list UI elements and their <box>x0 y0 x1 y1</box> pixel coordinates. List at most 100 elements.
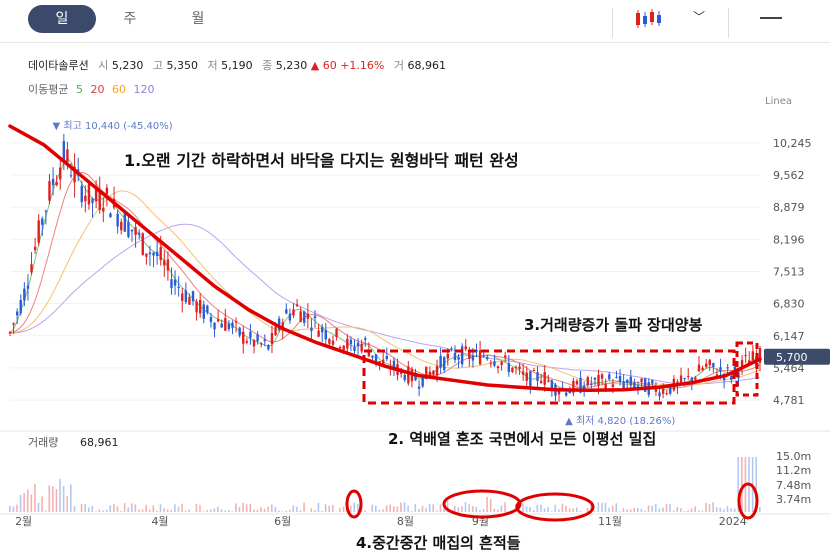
x-tick-label: 8월 <box>397 515 414 528</box>
high-marker: ▼ 최고 10,440 (-45.40%) <box>53 120 173 132</box>
menu-icon[interactable] <box>760 17 782 19</box>
candle <box>550 380 554 391</box>
volume-bar <box>468 504 470 512</box>
tab-month[interactable]: 월 <box>191 11 205 27</box>
candle <box>234 321 238 323</box>
candle <box>263 339 266 342</box>
volume-bar <box>270 504 273 512</box>
volume-bar <box>651 505 653 512</box>
candle <box>392 360 396 369</box>
volume-bar <box>317 502 320 512</box>
volume-bar <box>403 502 406 512</box>
candle <box>633 382 636 389</box>
volume-bar <box>364 510 366 512</box>
volume-bar <box>575 507 578 512</box>
volume-bar <box>737 457 740 512</box>
volume-value: 68,961 <box>407 59 446 72</box>
candle <box>608 374 611 380</box>
divider <box>612 8 613 38</box>
candle <box>475 349 478 352</box>
stock-name: 데이타솔루션 <box>28 59 89 72</box>
volume-bar <box>619 511 621 512</box>
volume-bar <box>683 511 686 512</box>
volume-bar <box>457 507 460 512</box>
volume-bar <box>554 504 557 512</box>
volume-bar <box>285 510 287 512</box>
candle <box>342 345 345 351</box>
high-value: 5,350 <box>166 59 198 72</box>
candle <box>586 377 589 386</box>
volume-bar <box>303 502 305 512</box>
volume-tick-label: 11.2m <box>776 464 811 477</box>
high-label: 고 <box>152 59 163 72</box>
candle <box>249 331 252 338</box>
candle <box>245 341 249 343</box>
volume-bar <box>493 508 496 512</box>
candle <box>310 327 313 331</box>
candle <box>733 366 737 372</box>
candle <box>690 377 694 383</box>
candle <box>306 313 310 319</box>
tab-week[interactable]: 주 <box>123 11 137 27</box>
candle <box>611 384 615 387</box>
volume-bar <box>263 508 266 512</box>
candle <box>73 166 76 183</box>
candle <box>321 326 324 333</box>
chevron-down-icon[interactable]: ﹀ <box>693 10 706 24</box>
ma-20-line <box>9 171 761 389</box>
volume-bar <box>464 501 467 512</box>
volume-bar <box>152 505 155 512</box>
candle <box>615 376 618 378</box>
candle <box>188 297 191 305</box>
volume-bar <box>23 493 25 512</box>
volume-bar <box>227 510 230 512</box>
volume-bar <box>44 510 47 512</box>
volume-bar <box>184 510 187 512</box>
volume-bar <box>163 508 165 512</box>
candle <box>256 334 259 342</box>
candle <box>590 383 593 386</box>
volume-bar <box>170 510 173 512</box>
volume-value: 68,961 <box>80 436 119 449</box>
candle <box>704 363 708 367</box>
volume-bar <box>439 504 442 512</box>
candle <box>450 348 453 351</box>
volume-bar <box>371 504 374 512</box>
volume-bar <box>561 503 564 512</box>
volume-bar <box>547 507 549 512</box>
volume-bar <box>665 503 668 512</box>
candle <box>496 366 500 368</box>
volume-bar <box>55 489 58 512</box>
candle <box>593 377 597 380</box>
candle <box>105 187 109 194</box>
candle <box>439 355 442 368</box>
volume-bar <box>705 502 707 512</box>
candle <box>259 343 263 345</box>
candle <box>134 227 137 235</box>
candle <box>371 355 374 358</box>
volume-bar <box>310 508 313 512</box>
candlestick-icon[interactable] <box>634 8 664 30</box>
candle <box>385 355 388 360</box>
candle <box>191 291 195 302</box>
volume-bar <box>131 503 133 512</box>
volume-bar <box>529 507 531 512</box>
candle <box>216 319 220 322</box>
candle <box>224 318 227 331</box>
candle <box>629 376 633 386</box>
volume-bar <box>19 494 22 512</box>
tab-day[interactable]: 일 <box>28 5 96 33</box>
volume-bar <box>586 507 589 512</box>
volume-bar <box>238 506 241 512</box>
volume-bar <box>199 504 201 512</box>
annotation-2: 2. 역배열 혼조 국면에서 모든 이평선 밀집 <box>388 430 656 448</box>
candle <box>367 349 371 357</box>
open-value: 5,230 <box>111 59 144 72</box>
candle <box>159 247 162 261</box>
y-tick-label: 9,562 <box>773 169 805 182</box>
candle <box>281 322 284 329</box>
candle <box>532 370 536 372</box>
ma-120-line <box>9 223 761 385</box>
candle <box>575 380 579 385</box>
volume-bar <box>177 506 180 512</box>
